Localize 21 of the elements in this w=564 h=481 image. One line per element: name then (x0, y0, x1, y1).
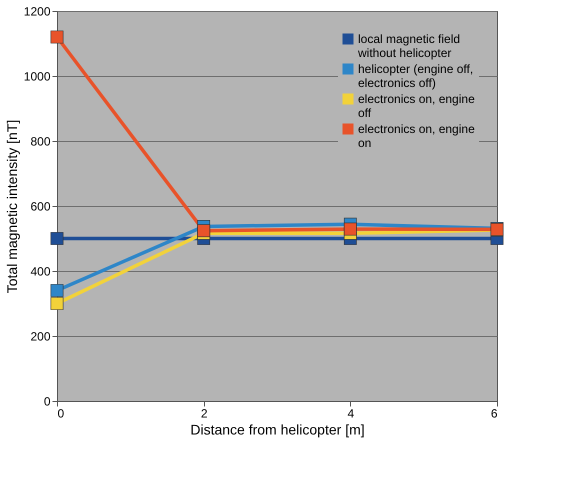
y-tick-label: 1200 (24, 4, 51, 18)
legend-label: electronics on, engine on (358, 122, 476, 150)
point (50, 30, 64, 44)
y-tick-label: 400 (30, 264, 51, 278)
point (50, 232, 64, 245)
x-tick-label: 4 (347, 406, 354, 420)
y-axis-title: Total magnetic intensity [nT] (4, 120, 20, 294)
y-tick-label: 200 (30, 330, 51, 344)
point (50, 284, 64, 297)
x-tick-label: 2 (200, 406, 208, 420)
point (50, 297, 64, 310)
y-tick-label: 600 (30, 200, 51, 214)
y-tick-label: 1000 (24, 70, 51, 84)
legend-label: helicopter (engine off, electronics off) (358, 62, 474, 90)
x-tick-label: 0 (58, 406, 64, 420)
x-axis-title: Distance from helicopter [m] (190, 422, 365, 438)
point (344, 222, 357, 236)
y-tick-label: 800 (30, 134, 51, 148)
point (197, 224, 210, 238)
y-tick-label: 0 (44, 394, 51, 408)
x-tick-label: 6 (490, 406, 498, 420)
